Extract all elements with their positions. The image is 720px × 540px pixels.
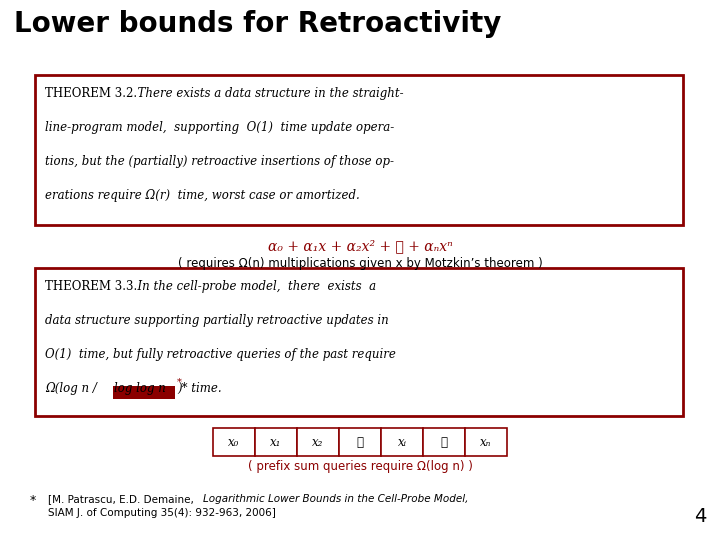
Text: There exists a data structure in the straight-: There exists a data structure in the str… [130,87,404,100]
Text: x₀: x₀ [228,435,240,449]
FancyBboxPatch shape [465,428,507,456]
Text: )* time.: )* time. [177,382,222,395]
Text: SIAM J. of Computing 35(4): 932-963, 2006]: SIAM J. of Computing 35(4): 932-963, 200… [48,508,276,518]
Text: line-program model,  supporting  O(1)  time update opera-: line-program model, supporting O(1) time… [45,121,395,134]
Text: ⋯: ⋯ [356,435,364,449]
Text: α₀ + α₁x + α₂x² + ⋯ + αₙxⁿ: α₀ + α₁x + α₂x² + ⋯ + αₙxⁿ [268,239,452,253]
FancyBboxPatch shape [381,428,423,456]
Text: *: * [177,378,182,387]
Bar [113,386,175,399]
Text: xᵢ: xᵢ [397,435,407,449]
Text: x₂: x₂ [312,435,324,449]
Text: tions, but the (partially) retroactive insertions of those op-: tions, but the (partially) retroactive i… [45,155,394,168]
Text: log log n: log log n [114,382,166,395]
FancyBboxPatch shape [213,428,255,456]
FancyBboxPatch shape [35,268,683,416]
Text: In the cell-probe model,  there  exists  a: In the cell-probe model, there exists a [130,280,376,293]
Text: THEOREM 3.2.: THEOREM 3.2. [45,87,137,100]
Text: THEOREM 3.3.: THEOREM 3.3. [45,280,138,293]
Text: O(1)  time, but fully retroactive queries of the past require: O(1) time, but fully retroactive queries… [45,348,396,361]
FancyBboxPatch shape [339,428,381,456]
Text: Logarithmic Lower Bounds in the Cell-Probe Model,: Logarithmic Lower Bounds in the Cell-Pro… [203,494,469,504]
Text: data structure supporting partially retroactive updates in: data structure supporting partially retr… [45,314,389,327]
Text: xₙ: xₙ [480,435,492,449]
FancyBboxPatch shape [255,428,297,456]
Text: x₁: x₁ [270,435,282,449]
Text: erations require Ω(r)  time, worst case or amortized.: erations require Ω(r) time, worst case o… [45,189,360,202]
FancyBboxPatch shape [297,428,339,456]
FancyBboxPatch shape [35,75,683,225]
Text: Ω(log n /: Ω(log n / [45,382,101,395]
Text: Lower bounds for Retroactivity: Lower bounds for Retroactivity [14,10,501,38]
FancyBboxPatch shape [423,428,465,456]
Text: ( requires Ω(n) multiplications given x by Motzkin’s theorem ): ( requires Ω(n) multiplications given x … [178,257,542,270]
Text: ( prefix sum queries require Ω(log n) ): ( prefix sum queries require Ω(log n) ) [248,460,472,473]
Text: ⋯: ⋯ [441,435,448,449]
Text: [M. Patrascu, E.D. Demaine,: [M. Patrascu, E.D. Demaine, [48,494,197,504]
Text: 4: 4 [693,507,706,526]
Text: *: * [30,494,36,507]
